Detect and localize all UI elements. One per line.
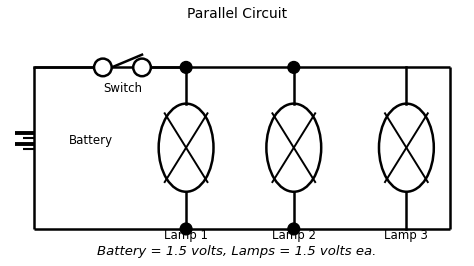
Circle shape — [180, 223, 192, 235]
Text: Parallel Circuit: Parallel Circuit — [187, 7, 287, 20]
Circle shape — [180, 61, 192, 73]
Text: Battery: Battery — [69, 134, 113, 147]
Circle shape — [94, 59, 112, 76]
Circle shape — [288, 223, 300, 235]
Text: Battery = 1.5 volts, Lamps = 1.5 volts ea.: Battery = 1.5 volts, Lamps = 1.5 volts e… — [97, 245, 377, 258]
Text: Lamp 3: Lamp 3 — [384, 229, 428, 242]
Text: Switch: Switch — [103, 82, 142, 95]
Circle shape — [133, 59, 151, 76]
Circle shape — [288, 61, 300, 73]
Text: Lamp 2: Lamp 2 — [272, 229, 316, 242]
Text: Lamp 1: Lamp 1 — [164, 229, 208, 242]
